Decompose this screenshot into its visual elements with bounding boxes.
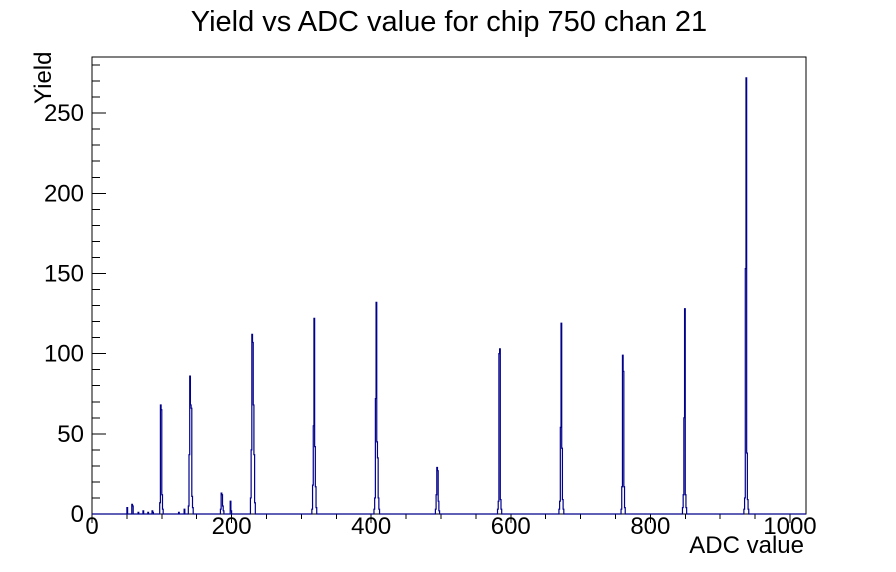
axis-ticks [91,64,791,523]
y-tick-label: 0 [71,501,84,528]
x-tick-label: 400 [351,513,391,540]
frame-border [91,56,807,515]
x-tick-label: 200 [212,513,252,540]
histogram-series [92,77,806,515]
x-tick-label: 600 [491,513,531,540]
chart-title: Yield vs ADC value for chip 750 chan 21 [191,6,707,38]
y-axis-title: Yield [30,52,57,104]
x-tick-label: 1000 [763,513,816,540]
x-tick-label: 800 [630,513,670,540]
y-tick-label: 100 [44,341,84,368]
y-tick-label: 150 [44,260,84,287]
axis-tick-labels: 0 200 400 600 800 1000 0 50 100 150 200 250 [44,100,817,540]
plot-frame [91,56,807,515]
y-tick-label: 200 [44,180,84,207]
x-tick-label: 0 [85,513,98,540]
x-axis-title: ADC value [689,532,804,559]
histogram-line [92,77,806,515]
y-tick-label: 50 [57,421,84,448]
y-tick-label: 250 [44,100,84,127]
